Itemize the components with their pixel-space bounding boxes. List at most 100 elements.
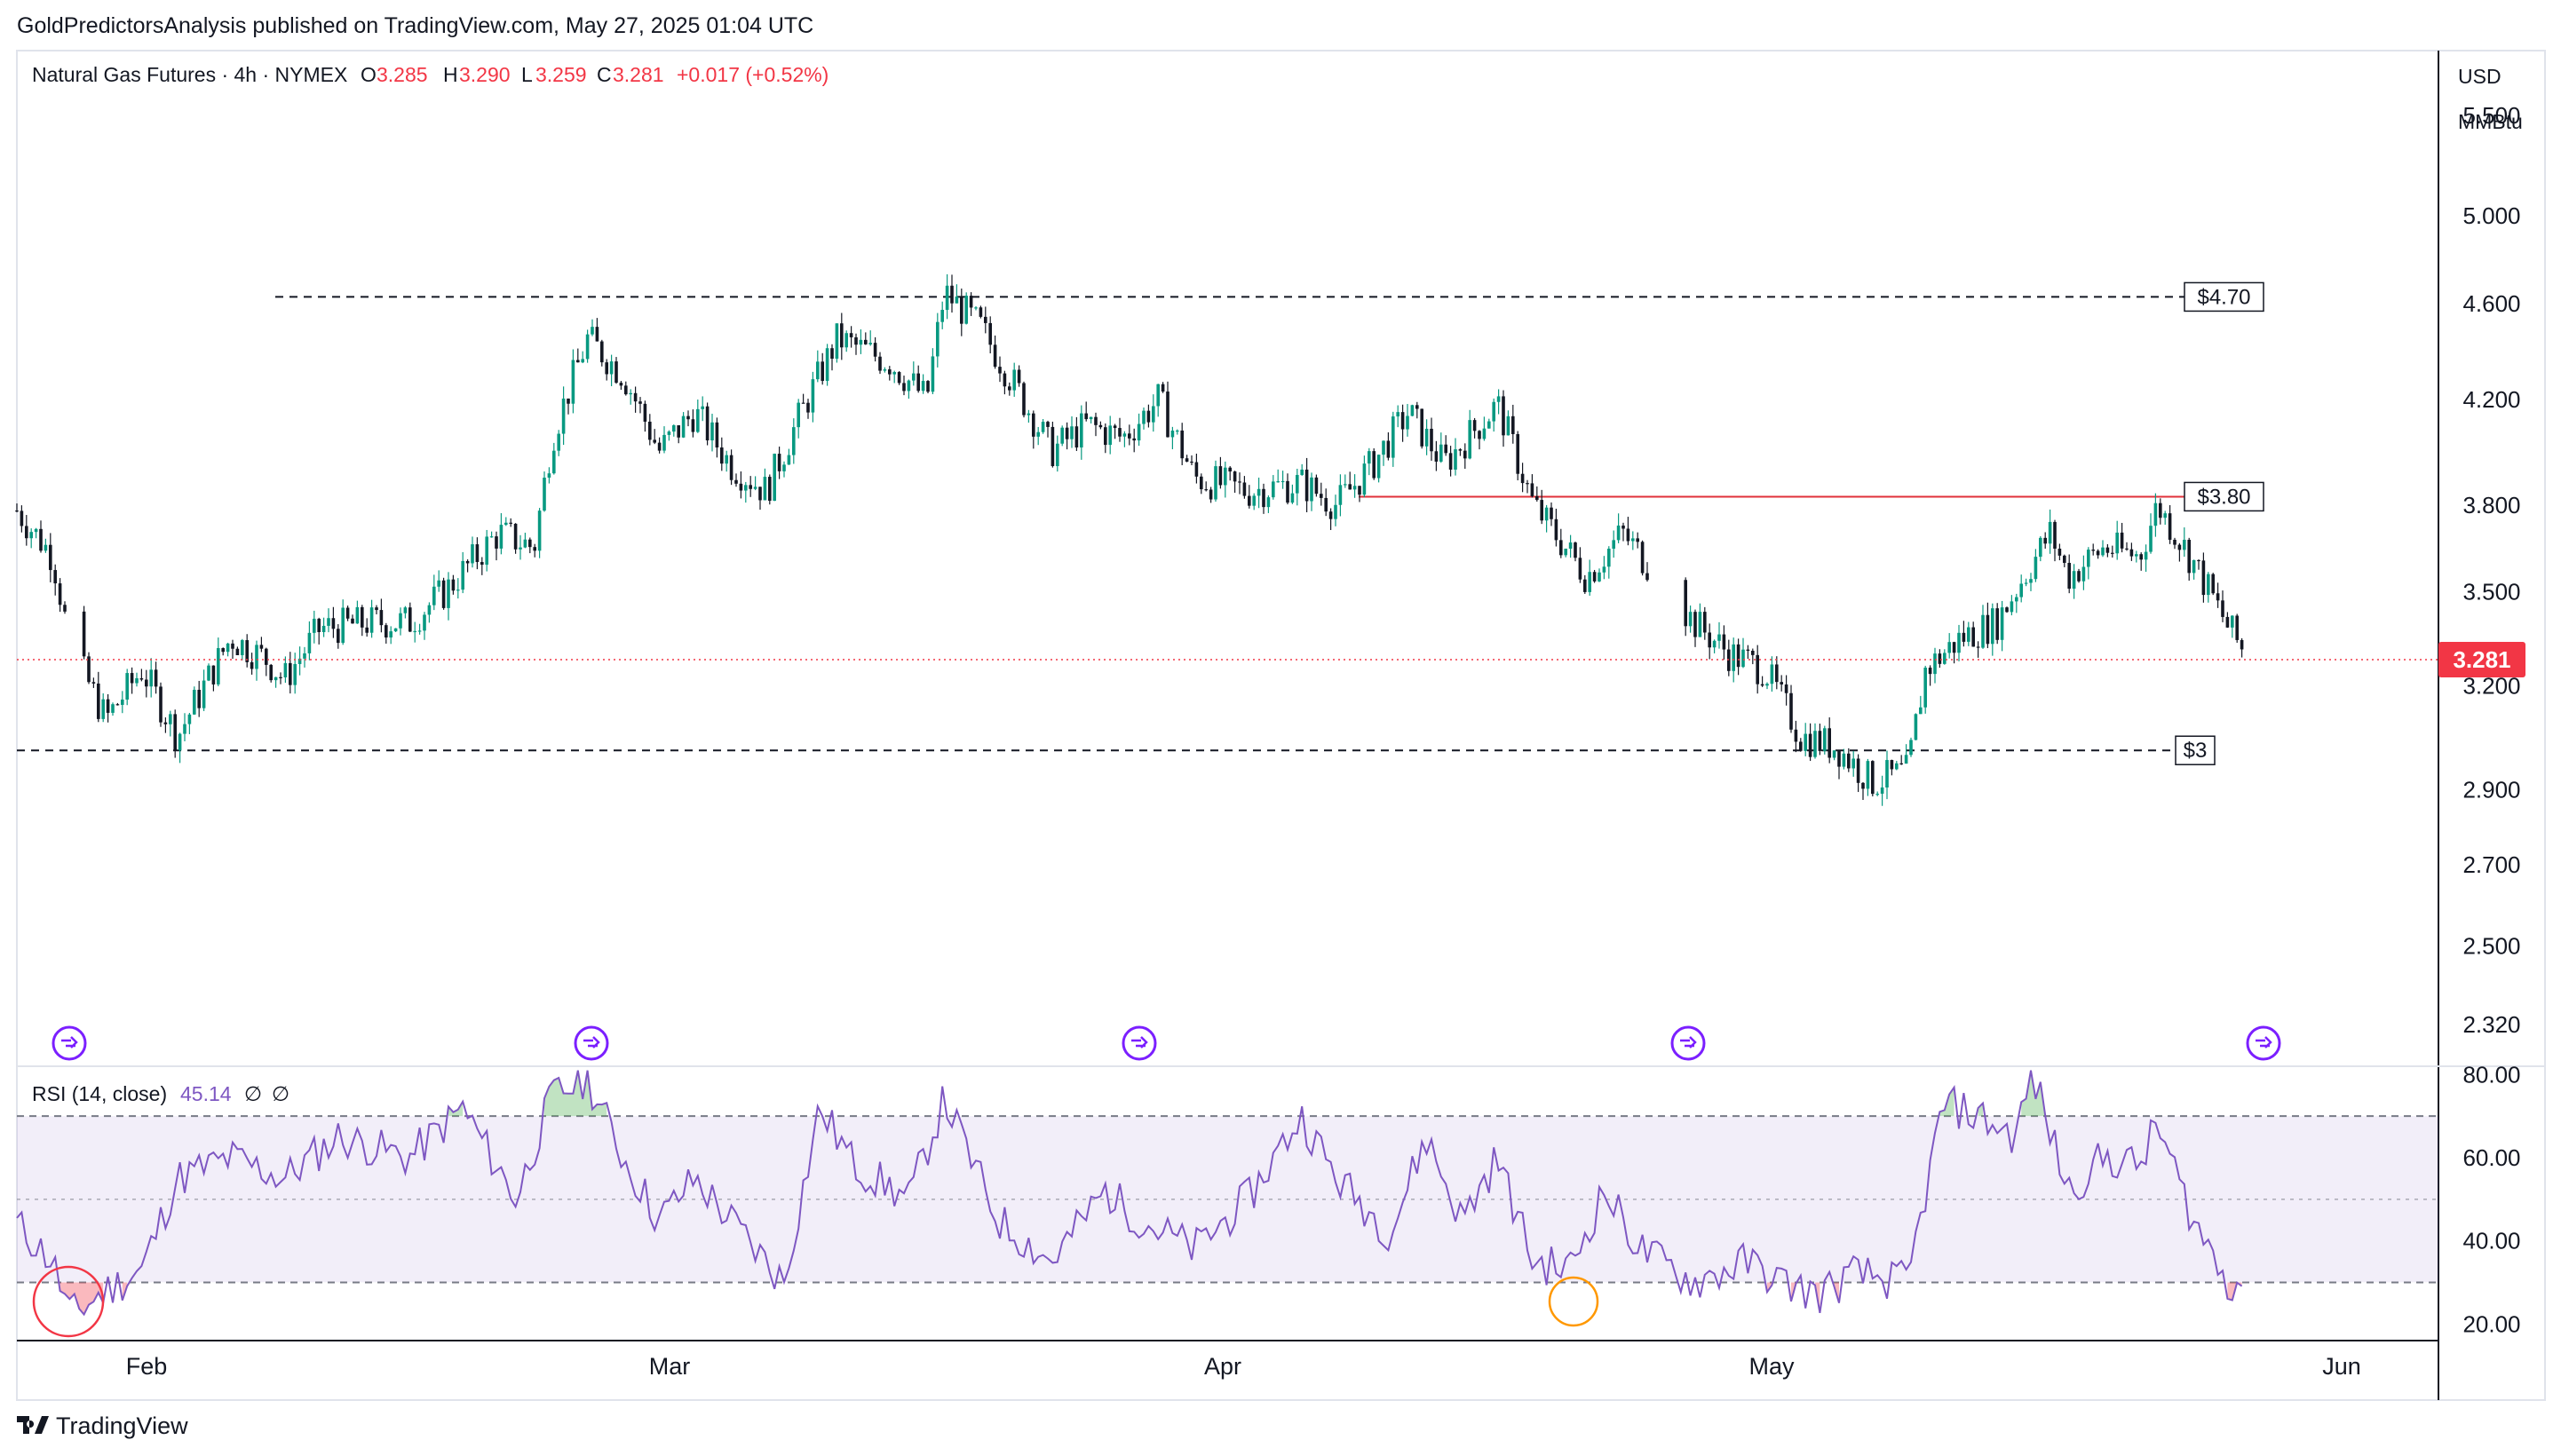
candle-body [1717,634,1721,641]
event-icon[interactable] [52,1025,87,1061]
candle-body [101,699,105,719]
candle-body [1204,489,1208,491]
candle-body [307,632,312,653]
candle-body [1194,462,1199,477]
candle-body [2105,547,2110,553]
candle-body [399,613,402,629]
unit-label[interactable]: MMBtu [2458,110,2523,133]
candle-body [1626,528,1630,542]
rsi-oversold-marker-orange [1548,1276,1599,1327]
candle-body [792,427,796,455]
rsi-legend[interactable]: RSI (14, close) 45.14 ∅ ∅ [32,1082,289,1105]
candle-body [638,401,642,404]
candle-body [106,699,110,713]
candle-body [345,607,350,619]
candle-body [912,373,916,381]
candle-body [998,367,1002,374]
currency-label[interactable]: USD [2458,65,2502,88]
time-tick: Feb [126,1353,168,1380]
candle-body [840,323,844,348]
candle-body [1808,733,1812,757]
candle-body [916,373,920,392]
candle-body [259,645,264,649]
rsi-tick: 40.00 [2462,1228,2520,1254]
candle-body [816,361,820,380]
event-icon[interactable] [2246,1025,2281,1061]
candle-body [1304,469,1309,502]
candle-body [537,510,542,551]
event-icon[interactable] [1670,1025,1706,1061]
candle-body [1242,482,1247,496]
candle-body [49,544,52,571]
candle-body [2058,548,2062,556]
candle-body [979,307,983,317]
tradingview-logo[interactable]: TradingView [17,1412,188,1439]
candle-body [221,648,225,653]
candle-body [873,343,877,357]
candle-body [768,477,772,502]
candle-body [1396,412,1399,417]
candle-body [2207,574,2210,596]
candle-body [2043,537,2047,544]
event-icon[interactable] [1122,1025,1157,1061]
candle-body [710,422,714,441]
candle-body [571,360,575,404]
candle-body [475,544,480,563]
candle-body [1598,572,1601,582]
candle-body [773,454,776,502]
candle-body [763,477,767,501]
candle-body [984,316,987,323]
rsi-zone-fill [2021,1070,2046,1117]
ohlc-open-label: O [361,63,377,86]
candle-body [1098,424,1103,428]
event-icon[interactable] [574,1025,609,1061]
candle-body [1828,728,1831,758]
candle-body [528,539,532,548]
candle-body [1200,476,1203,490]
rsi-axis[interactable]: 80.00 60.00 40.00 20.00 [2462,1061,2520,1337]
candle-body [567,398,570,404]
candle-body [87,656,91,683]
candle-body [825,348,829,382]
candle-body [1698,612,1702,637]
candle-body [1108,425,1112,446]
candle-body [2163,513,2167,518]
candle-body [393,628,398,632]
time-axis[interactable]: Feb Mar Apr May Jun [126,1353,2361,1380]
candle-body [2211,574,2215,594]
candle-body [1583,579,1587,592]
candle-body [2177,544,2182,550]
candle-body [1602,566,1606,573]
symbol-legend[interactable]: Natural Gas Futures · 4h · NYMEX O 3.285… [32,63,829,86]
candle-body [1804,733,1807,751]
candle-body [154,669,158,687]
candle-body [1290,493,1295,503]
candle-body [489,536,494,538]
candle-body [1185,458,1189,462]
candle-body [849,333,853,337]
candle-body [2053,521,2057,549]
candle-body [1089,416,1093,420]
price-axis[interactable]: 5.5005.0004.6004.2003.8003.5003.2002.900… [2462,102,2520,1038]
candle-body [1228,467,1232,472]
last-price-tag [2438,641,2525,677]
candle-body [629,392,632,395]
candle-body [1688,612,1693,627]
candle-body [1636,538,1639,542]
candle-body [1962,632,1966,642]
candle-body [1310,477,1313,502]
candle-body [1386,440,1391,458]
price-tick: 4.200 [2462,386,2520,413]
candle-body [1382,440,1385,455]
candle-body [1060,427,1064,444]
candle-body [940,310,944,322]
candle-body [1526,483,1529,485]
candle-body [245,640,249,662]
candle-body [595,327,599,342]
candle-body [581,359,584,363]
candle-body [1286,480,1289,503]
ohlc-close-label: C [597,63,612,86]
candle-body [1890,760,1894,770]
candle-body [1568,542,1573,550]
candle-body [2139,554,2143,560]
